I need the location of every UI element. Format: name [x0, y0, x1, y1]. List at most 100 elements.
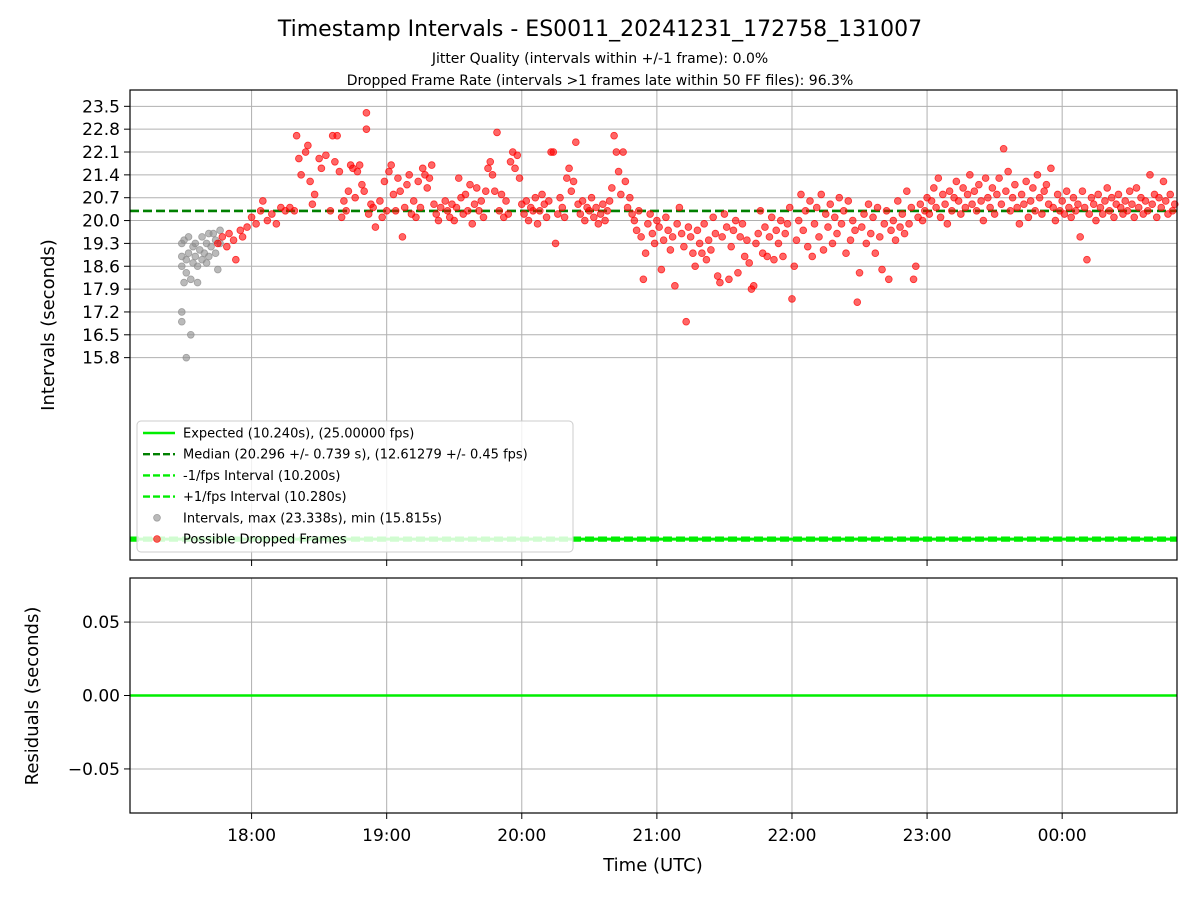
data-point	[830, 213, 839, 222]
data-point	[729, 226, 738, 235]
data-point	[513, 151, 522, 160]
data-point	[752, 239, 760, 248]
data-point	[344, 187, 353, 195]
data-point	[486, 158, 495, 166]
data-point	[736, 233, 744, 241]
data-point	[1078, 187, 1087, 195]
data-point	[610, 131, 618, 140]
data-point	[369, 203, 377, 212]
data-point	[657, 265, 666, 274]
data-point	[635, 206, 643, 215]
data-point	[423, 184, 432, 192]
data-point	[918, 216, 927, 225]
data-point	[1110, 213, 1118, 222]
data-point	[691, 262, 699, 271]
data-point	[1062, 187, 1071, 195]
y-tick-label: 16.5	[82, 326, 120, 346]
data-point	[963, 190, 972, 199]
data-point	[639, 275, 648, 284]
data-point	[558, 203, 567, 212]
data-point	[673, 220, 681, 228]
data-point	[718, 233, 726, 241]
chart-title: Timestamp Intervals - ES0011_20241231_17…	[277, 17, 922, 42]
data-point	[1067, 213, 1075, 222]
data-point	[966, 171, 974, 179]
data-point	[709, 213, 717, 222]
data-point	[184, 233, 193, 241]
data-point	[1053, 190, 1062, 199]
data-point	[862, 239, 871, 248]
data-point	[846, 236, 855, 244]
data-point	[544, 197, 553, 205]
data-point	[342, 206, 350, 215]
data-point	[310, 190, 319, 199]
data-point	[177, 317, 186, 326]
data-point	[1146, 171, 1154, 179]
data-point	[400, 203, 409, 212]
legend-entry-label: Expected (10.240s), (25.00000 fps)	[183, 427, 414, 442]
data-point	[844, 197, 853, 205]
data-point	[684, 223, 693, 231]
data-point	[1040, 187, 1048, 195]
data-point	[617, 190, 625, 199]
data-point	[1031, 206, 1039, 215]
legend-entry-label: +1/fps Interval (10.280s)	[183, 490, 347, 505]
data-point	[664, 226, 672, 235]
data-point	[941, 200, 949, 209]
data-point	[596, 210, 605, 218]
data-point	[605, 197, 614, 205]
data-point	[353, 167, 362, 176]
data-point	[693, 226, 702, 235]
data-point	[1033, 171, 1042, 179]
legend-marker-swatch	[153, 513, 161, 522]
data-point	[272, 220, 281, 228]
data-point	[614, 167, 623, 176]
data-point	[364, 210, 373, 218]
data-point	[819, 246, 828, 254]
data-point	[263, 216, 272, 225]
data-point	[1098, 210, 1107, 218]
data-point	[594, 220, 603, 228]
data-point	[799, 226, 808, 235]
data-point	[477, 197, 486, 205]
data-point	[470, 200, 479, 209]
x-tick-label: 22:00	[767, 826, 816, 846]
data-point	[912, 262, 920, 271]
data-point	[833, 229, 841, 238]
data-point	[425, 174, 434, 182]
data-point	[308, 200, 317, 209]
data-point	[1094, 190, 1102, 199]
data-point	[331, 158, 339, 166]
data-point	[774, 239, 783, 248]
data-point	[934, 174, 943, 182]
data-point	[878, 265, 886, 274]
data-point	[567, 187, 576, 195]
legend-entry-label: -1/fps Interval (10.200s)	[183, 469, 340, 484]
data-point	[866, 229, 875, 238]
data-point	[1060, 210, 1069, 218]
data-point	[292, 131, 301, 140]
data-point	[727, 242, 735, 251]
data-point	[535, 206, 544, 215]
data-point	[450, 216, 459, 225]
data-point	[903, 187, 911, 195]
data-point	[893, 197, 902, 205]
data-point	[1121, 197, 1130, 205]
data-point	[581, 216, 589, 225]
data-point	[1080, 203, 1089, 212]
data-point	[1002, 187, 1010, 195]
data-point	[659, 236, 668, 244]
legend-entry-label: Intervals, max (23.338s), min (15.815s)	[183, 511, 442, 526]
data-point	[193, 278, 202, 287]
data-point	[975, 180, 983, 189]
data-point	[907, 203, 916, 212]
data-point	[247, 213, 256, 222]
data-point	[936, 213, 945, 222]
intervals-y-axis-label: Intervals (seconds)	[38, 239, 59, 411]
data-point	[644, 220, 652, 228]
data-point	[560, 213, 569, 222]
data-point	[1114, 190, 1123, 199]
data-point	[977, 197, 985, 205]
data-point	[186, 330, 195, 339]
data-point	[648, 229, 657, 238]
